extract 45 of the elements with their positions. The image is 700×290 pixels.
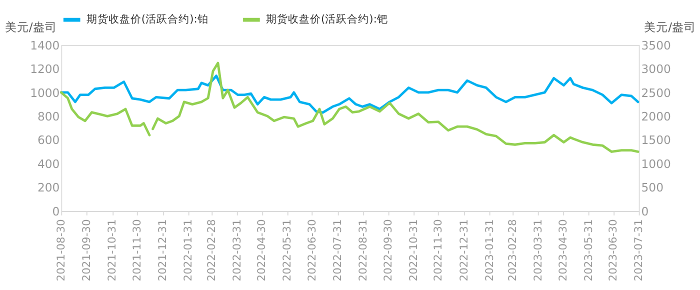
- y2-tick-label: 500: [641, 180, 664, 195]
- y2-tick-label: 3000: [641, 62, 671, 76]
- y-tick-label: 1000: [30, 86, 60, 100]
- y2-tick-label: 1000: [641, 156, 671, 171]
- x-tick-label: 2021-11-30: [130, 219, 144, 282]
- x-tick-label: 2023-04-30: [556, 219, 570, 282]
- y-tick-label: 200: [37, 180, 60, 195]
- x-tick-label: 2022-06-30: [305, 219, 318, 282]
- legend-label: 期货收盘价(活跃合约):铂: [86, 12, 208, 26]
- line-series: [60, 74, 640, 114]
- x-tick-label: 2021-08-30: [54, 219, 68, 282]
- legend-label: 期货收盘价(活跃合约):钯: [266, 12, 388, 26]
- x-tick-label: 2021-10-31: [106, 219, 119, 282]
- y-axis-title: 美元/盎司: [4, 20, 57, 34]
- x-tick-label: 2022-12-31: [457, 219, 470, 282]
- y2-tick-label: 2000: [641, 110, 671, 124]
- y2-tick-label: 2500: [641, 86, 671, 100]
- x-tick-label: 2023-06-30: [606, 219, 620, 282]
- y-tick-label: 600: [37, 133, 60, 148]
- y-tick-label: 400: [37, 156, 60, 171]
- x-tick-label: 2023-05-31: [582, 219, 595, 282]
- y2-tick-label: 3500: [641, 38, 671, 52]
- x-tick-label: 2022-07-31: [331, 219, 344, 282]
- x-tick-label: 2023-02-28: [506, 219, 519, 282]
- x-tick-label: 2022-04-30: [255, 219, 268, 282]
- y2-tick-label: 0: [641, 204, 649, 218]
- x-tick-label: 2021-12-31: [156, 219, 170, 282]
- x-tick-label: 2022-11-30: [432, 219, 445, 282]
- x-tick-label: 2022-05-31: [280, 219, 294, 282]
- x-tick-label: 2022-09-30: [381, 219, 394, 282]
- y2-tick-label: 1500: [641, 133, 671, 148]
- x-tick-label: 2021-09-30: [80, 219, 94, 282]
- x-tick-label: 2022-08-31: [356, 219, 370, 282]
- x-tick-label: 2023-01-31: [482, 219, 496, 282]
- y-tick-label: 1400: [30, 38, 60, 52]
- x-tick-label: 2022-02-28: [204, 219, 218, 282]
- x-tick-label: 2023-07-31: [632, 219, 646, 282]
- y2-axis-title: 美元/盎司: [644, 20, 696, 34]
- y-tick-label: 800: [37, 110, 60, 124]
- x-tick-label: 2022-01-31: [182, 219, 195, 282]
- x-tick-label: 2022-03-31: [230, 219, 244, 282]
- x-tick-label: 2022-10-31: [406, 219, 420, 282]
- x-tick-label: 2023-03-31: [532, 219, 545, 282]
- y-tick-label: 0: [52, 204, 60, 218]
- y-tick-label: 1200: [30, 62, 60, 76]
